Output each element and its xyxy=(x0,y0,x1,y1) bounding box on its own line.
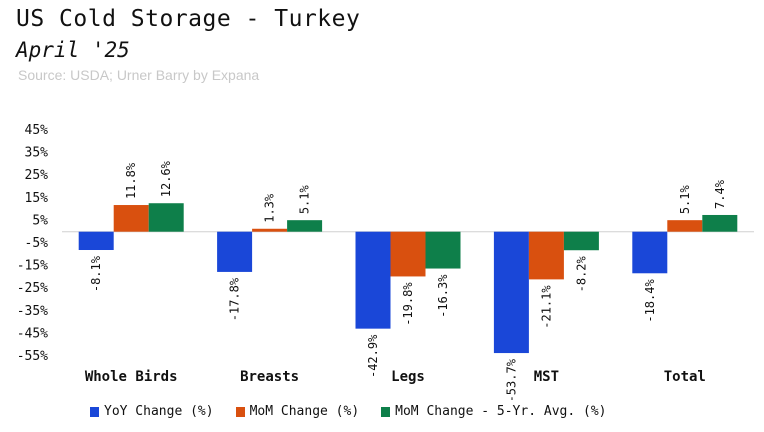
y-tick-label: -25% xyxy=(17,281,48,296)
data-label: 1.3% xyxy=(263,193,277,223)
data-label: 7.4% xyxy=(713,179,727,209)
chart-subtitle: April '25 xyxy=(16,38,130,62)
y-tick-label: -5% xyxy=(25,236,49,251)
legend-item-5yr: MoM Change - 5-Yr. Avg. (%) xyxy=(381,404,606,419)
bar-5yr xyxy=(425,231,461,269)
data-label: -19.8% xyxy=(401,282,415,326)
data-label: -18.4% xyxy=(643,279,657,323)
x-category-label: Breasts xyxy=(240,369,299,385)
bar-5yr xyxy=(287,220,323,232)
bar-yoy xyxy=(355,231,391,329)
legend-label-5yr: MoM Change - 5-Yr. Avg. (%) xyxy=(395,404,607,419)
data-label: -53.7% xyxy=(504,358,518,400)
bar-mom xyxy=(113,205,149,232)
y-tick-label: 25% xyxy=(25,168,49,183)
bar-yoy xyxy=(78,231,114,251)
data-label: -16.3% xyxy=(436,274,450,318)
x-category-label: Legs xyxy=(391,369,425,385)
legend-label-yoy: YoY Change (%) xyxy=(104,404,214,419)
bar-mom xyxy=(667,220,703,232)
data-label: 11.8% xyxy=(124,162,138,199)
legend-item-yoy: YoY Change (%) xyxy=(90,404,214,419)
chart-title: US Cold Storage - Turkey xyxy=(16,6,361,32)
chart-legend: YoY Change (%) MoM Change (%) MoM Change… xyxy=(90,404,606,419)
bar-yoy xyxy=(493,231,529,354)
x-category-label: MST xyxy=(534,369,559,385)
y-tick-label: 45% xyxy=(25,123,49,138)
bar-5yr xyxy=(148,203,184,232)
y-tick-label: -35% xyxy=(17,304,48,319)
y-tick-label: 15% xyxy=(25,191,49,206)
y-tick-label: 5% xyxy=(32,213,48,228)
bar-5yr xyxy=(563,231,599,251)
bar-mom xyxy=(390,231,426,277)
bar-5yr xyxy=(702,214,738,232)
y-tick-label: -45% xyxy=(17,326,48,341)
data-label: 5.1% xyxy=(678,185,692,215)
y-tick-label: -15% xyxy=(17,259,48,274)
data-label: -17.8% xyxy=(228,277,242,321)
x-category-label: Total xyxy=(664,369,706,385)
data-label: 5.1% xyxy=(298,185,312,215)
data-label: -8.1% xyxy=(89,255,103,292)
y-tick-label: -55% xyxy=(17,349,48,364)
legend-item-mom: MoM Change (%) xyxy=(235,404,360,419)
bar-mom xyxy=(528,231,564,280)
source-note: Source: USDA; Urner Barry by Expana xyxy=(18,67,260,83)
legend-label-mom: MoM Change (%) xyxy=(249,404,360,419)
bar-yoy xyxy=(217,231,253,272)
bar-yoy xyxy=(632,231,668,274)
data-label: -42.9% xyxy=(366,334,380,378)
legend-swatch-5yr xyxy=(381,406,391,417)
data-label: 12.6% xyxy=(159,160,173,197)
data-label: -8.2% xyxy=(574,255,588,292)
y-tick-label: 35% xyxy=(25,146,49,161)
bar-mom xyxy=(252,228,288,232)
bar-chart: 45% 35% 25% 15% 5% -5% -15% -25% -35% -45% -55% -8.… xyxy=(17,123,754,400)
x-category-label: Whole Birds xyxy=(85,369,178,385)
legend-swatch-mom xyxy=(235,406,245,417)
legend-swatch-yoy xyxy=(90,406,99,417)
data-label: -21.1% xyxy=(539,285,553,329)
